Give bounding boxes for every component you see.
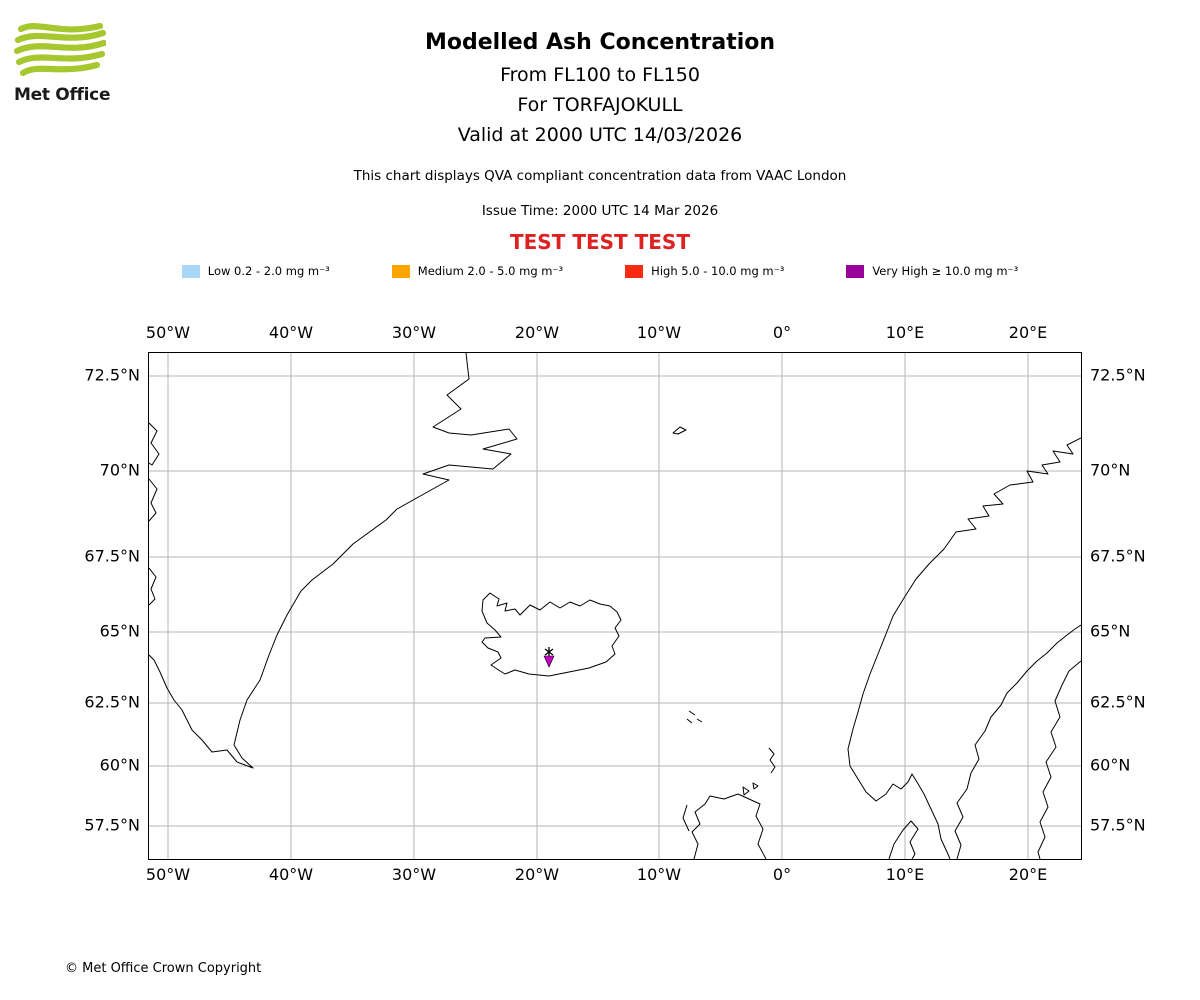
legend-item: Low 0.2 - 2.0 mg m⁻³ — [181, 264, 330, 278]
legend-label: Very High ≥ 10.0 mg m⁻³ — [872, 264, 1019, 278]
logo-wordmark: Met Office — [14, 85, 111, 105]
lon-tick-label: 30°W — [391, 323, 437, 342]
lat-tick-label: 70°N — [1090, 460, 1131, 480]
subtitle-flight-levels: From FL100 to FL150 — [500, 64, 700, 86]
header: Modelled Ash Concentration From FL100 to… — [0, 30, 1200, 278]
coast-greenland-west — [149, 422, 160, 466]
legend-label: Medium 2.0 - 5.0 mg m⁻³ — [417, 264, 564, 278]
legend: Low 0.2 - 2.0 mg m⁻³ Medium 2.0 - 5.0 mg … — [0, 264, 1200, 278]
subtitle-valid-time: Valid at 2000 UTC 14/03/2026 — [457, 124, 743, 146]
volcano-marker-icon — [543, 647, 555, 668]
test-banner: TEST TEST TEST — [510, 230, 690, 254]
lon-tick-label: 0° — [772, 323, 792, 342]
legend-item: Medium 2.0 - 5.0 mg m⁻³ — [391, 264, 564, 278]
coast-jan-mayen — [672, 426, 687, 435]
lat-tick-label: 67.5°N — [84, 546, 140, 566]
legend-swatch-icon — [181, 264, 200, 278]
lon-tick-label: 10°E — [885, 865, 925, 884]
lat-tick-label: 72.5°N — [84, 365, 140, 385]
lon-tick-label: 10°E — [885, 323, 925, 342]
legend-label: Low 0.2 - 2.0 mg m⁻³ — [207, 264, 330, 278]
lon-tick-label: 40°W — [268, 323, 314, 342]
gridlines — [149, 353, 1081, 859]
lon-tick-label: 10°W — [636, 865, 682, 884]
coast-greenland-west — [149, 567, 157, 606]
map: 50°W 50°W 40°W 40°W 30°W 30°W 20°W 20°W 10°W 10°W… — [84, 323, 1145, 884]
coast-hebrides — [682, 804, 690, 832]
coast-sweden-east — [954, 624, 1081, 859]
lat-tick-label: 67.5°N — [1090, 546, 1146, 566]
coast-orkney — [742, 782, 759, 796]
lon-tick-label: 20°E — [1008, 865, 1048, 884]
lat-tick-label: 60°N — [99, 755, 140, 775]
page-title: Modelled Ash Concentration — [424, 30, 776, 55]
lon-tick-label: 20°W — [514, 865, 560, 884]
lat-tick-label: 70°N — [99, 460, 140, 480]
coast-iceland — [481, 592, 622, 677]
lat-tick-label: 57.5°N — [84, 815, 140, 835]
lon-tick-label: 50°W — [145, 323, 191, 342]
lon-tick-label: 20°E — [1008, 323, 1048, 342]
met-office-logo: Met Office — [13, 22, 134, 105]
lon-tick-label: 20°W — [514, 323, 560, 342]
coast-norway — [847, 437, 1081, 859]
coastlines — [149, 353, 1081, 859]
issue-time: Issue Time: 2000 UTC 14 Mar 2026 — [481, 203, 719, 219]
lat-tick-label: 65°N — [1090, 621, 1131, 641]
legend-label: High 5.0 - 10.0 mg m⁻³ — [651, 264, 785, 278]
coast-greenland-west — [149, 478, 158, 522]
logo-swoosh-icon — [13, 22, 108, 77]
lat-tick-label: 65°N — [99, 621, 140, 641]
coast-finland — [1037, 660, 1081, 859]
coast-scotland — [691, 793, 767, 859]
copyright: © Met Office Crown Copyright — [65, 961, 262, 976]
legend-item: High 5.0 - 10.0 mg m⁻³ — [625, 264, 784, 278]
lat-tick-label: 72.5°N — [1090, 365, 1146, 385]
lon-tick-label: 0° — [772, 865, 792, 884]
subtitle-volcano: For TORFAJOKULL — [517, 94, 683, 116]
lon-tick-label: 30°W — [391, 865, 437, 884]
legend-item: Very High ≥ 10.0 mg m⁻³ — [846, 264, 1018, 278]
coast-shetland — [768, 747, 776, 774]
legend-swatch-icon — [391, 264, 410, 278]
lat-tick-label: 60°N — [1090, 755, 1131, 775]
lon-tick-label: 40°W — [268, 865, 314, 884]
lon-tick-label: 50°W — [145, 865, 191, 884]
lat-tick-label: 57.5°N — [1090, 815, 1146, 835]
legend-swatch-icon — [846, 264, 865, 278]
lat-tick-label: 62.5°N — [84, 692, 140, 712]
chart-description: This chart displays QVA compliant concen… — [353, 168, 847, 184]
coast-faroes — [686, 710, 703, 724]
legend-swatch-icon — [625, 264, 644, 278]
lon-tick-label: 10°W — [636, 323, 682, 342]
lat-tick-label: 62.5°N — [1090, 692, 1146, 712]
coast-denmark — [888, 820, 919, 859]
map-canvas — [149, 353, 1081, 859]
coast-greenland — [149, 353, 518, 769]
